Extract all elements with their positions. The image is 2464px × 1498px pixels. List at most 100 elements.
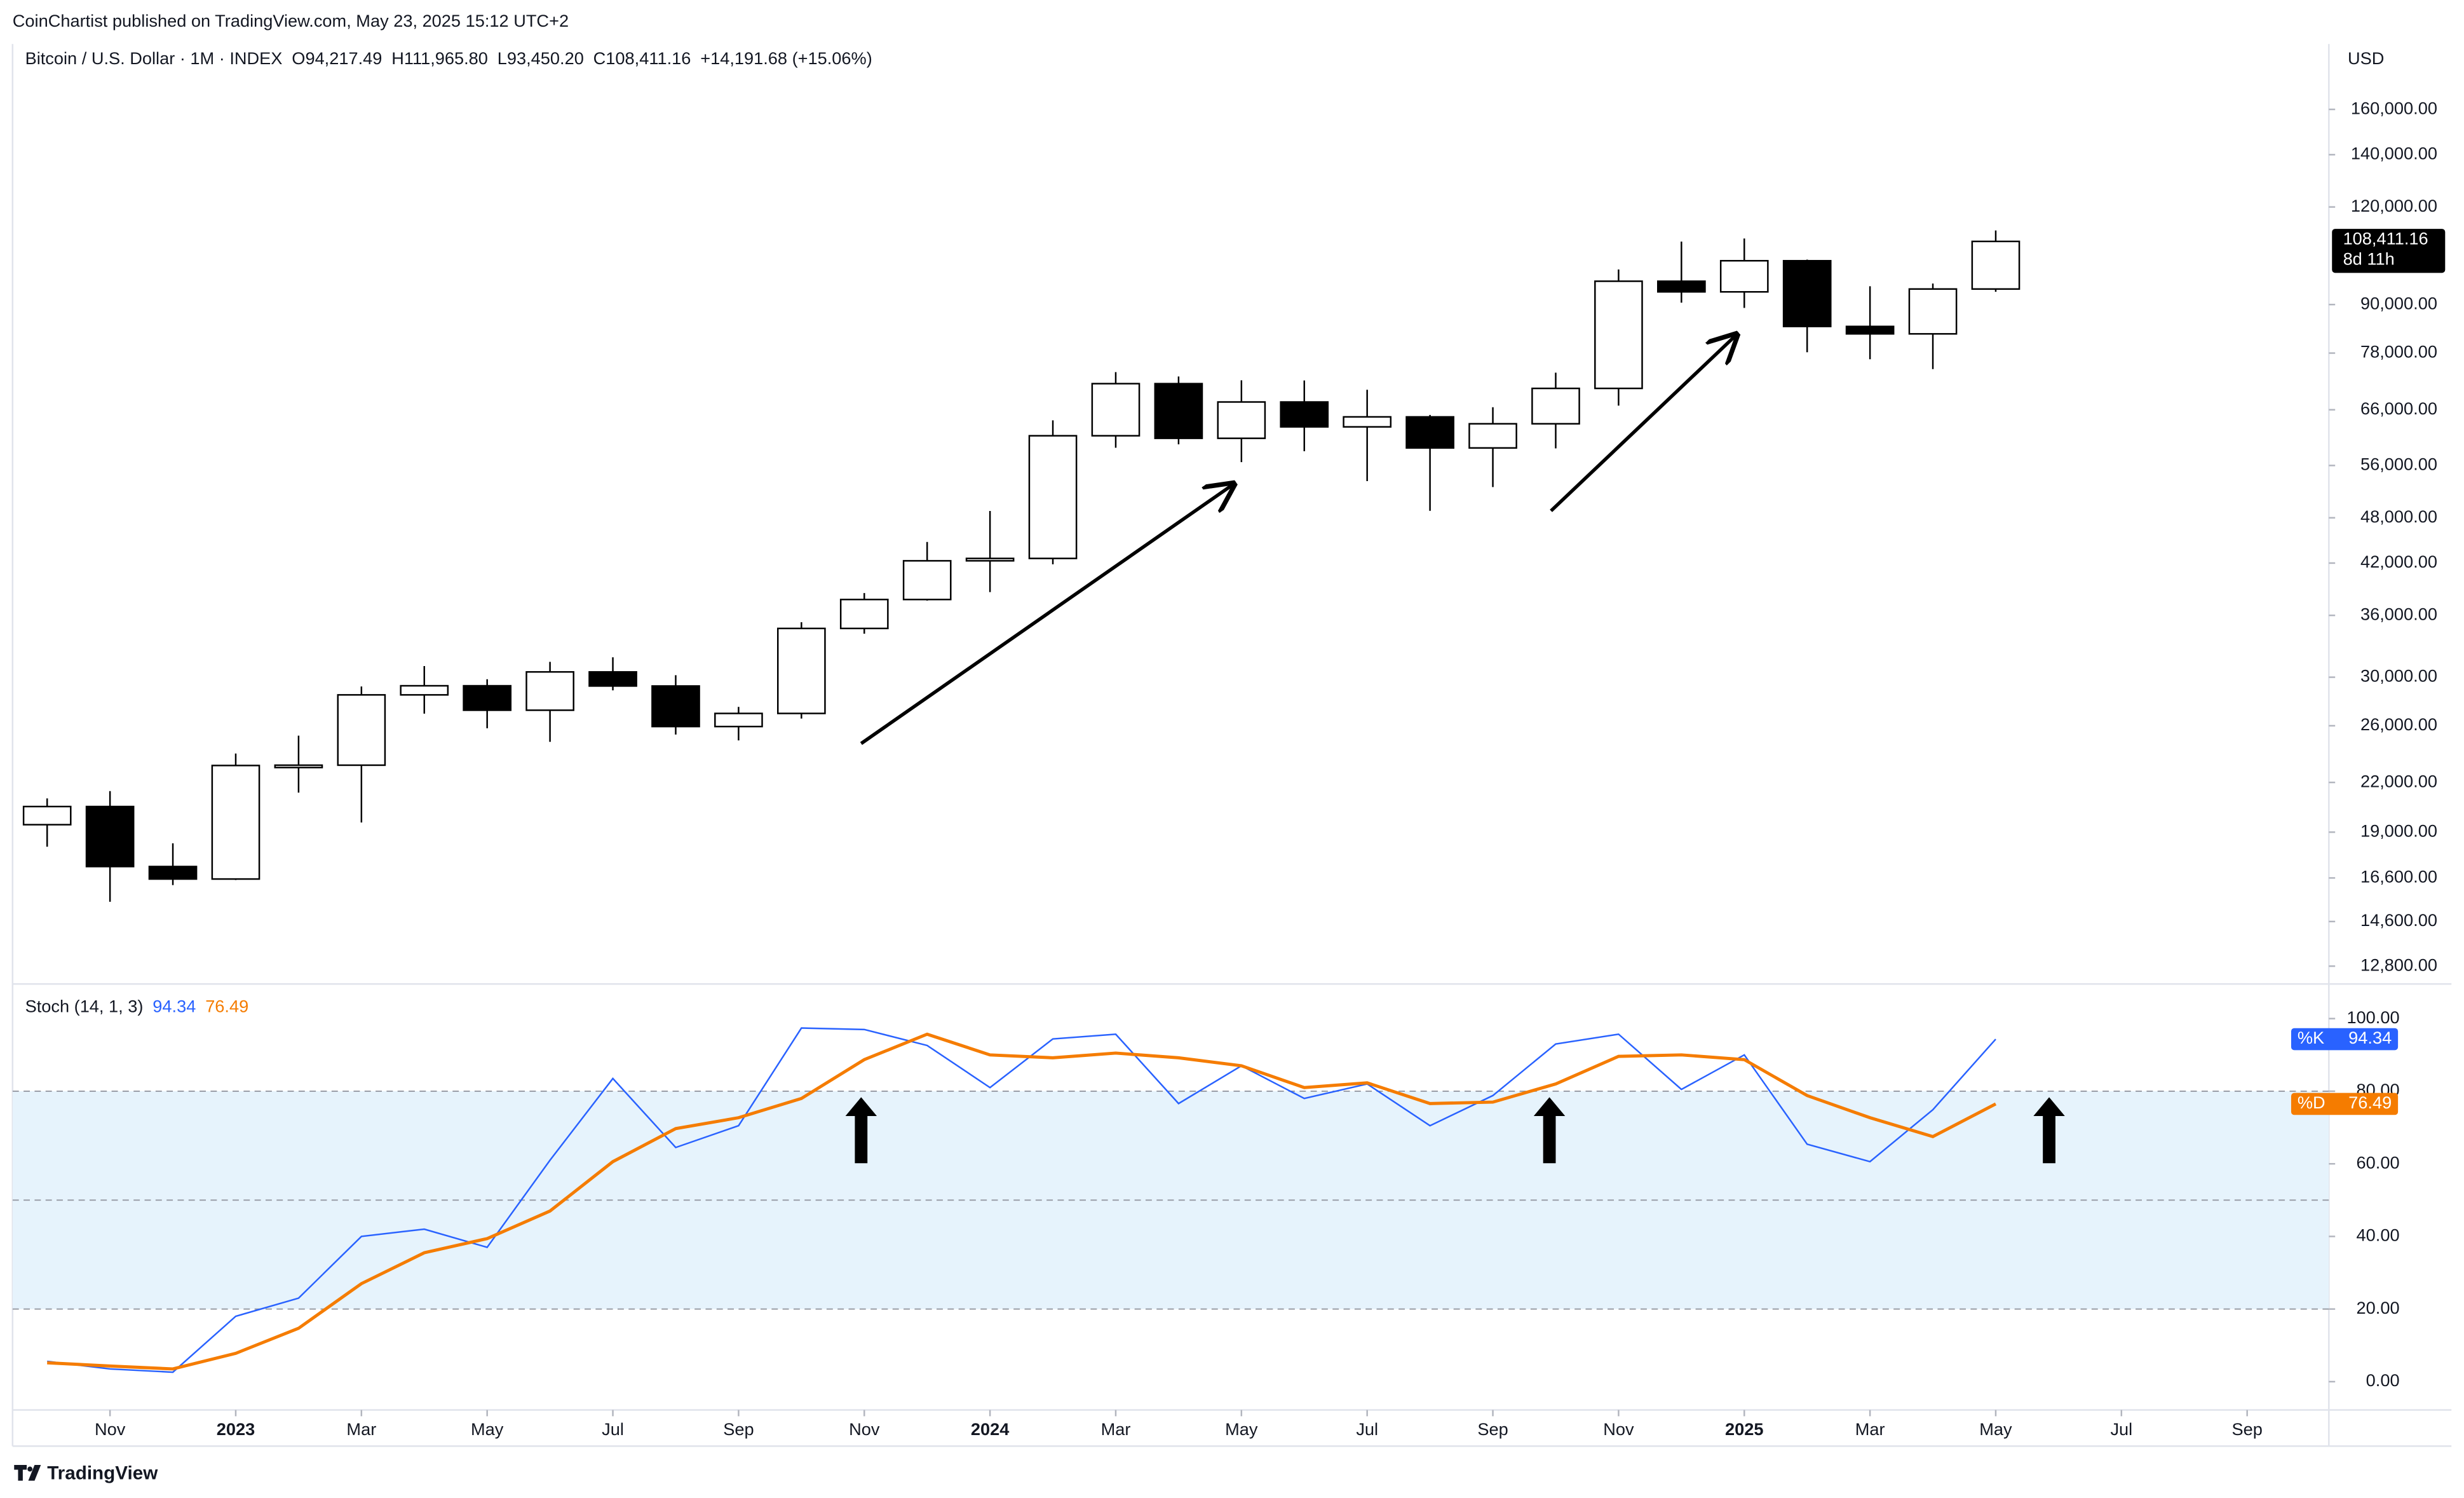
x-tick-label: 2024	[971, 1419, 1009, 1439]
ohlc-value: C108,411.16	[593, 48, 691, 68]
stoch-pane	[12, 1027, 2329, 1373]
price-tag	[2332, 229, 2446, 273]
candle-body	[1468, 423, 1517, 449]
candle-body	[1971, 240, 2021, 290]
trend-arrow	[860, 484, 1233, 746]
trend-arrow	[1550, 335, 1736, 512]
symbol: Bitcoin / U.S. Dollar · 1M · INDEX	[25, 48, 283, 68]
candle-body	[1217, 401, 1266, 439]
candle-body	[22, 805, 72, 826]
y-tick-label: 22,000.00	[2360, 771, 2437, 791]
candle-body	[1594, 280, 1643, 390]
y-tick-label: 66,000.00	[2360, 398, 2437, 418]
x-tick-label: May	[1225, 1419, 1258, 1439]
candle-body	[1091, 383, 1141, 437]
candle-body	[1343, 416, 1392, 428]
countdown: 8d 11h	[2343, 249, 2395, 269]
price-pane	[22, 230, 2021, 902]
series-tag-value: 94.34	[2348, 1028, 2392, 1047]
candle-body	[588, 671, 637, 687]
up-arrow	[845, 1097, 877, 1164]
candle-body	[337, 694, 386, 766]
y-tick-label: 60.00	[2357, 1152, 2400, 1172]
x-tick-label: Sep	[2232, 1419, 2263, 1439]
brand: TradingView	[47, 1463, 158, 1484]
x-tick-label: Nov	[95, 1419, 126, 1439]
x-tick-label: May	[1979, 1419, 2012, 1439]
candle-body	[839, 599, 889, 630]
stoch-line	[47, 1027, 1996, 1373]
annotations	[845, 335, 2065, 1164]
indicator-title: Stoch (14, 1, 3)	[25, 997, 144, 1016]
candle-body	[525, 671, 574, 711]
brand-logo	[14, 1465, 41, 1481]
publisher: CoinChartist published on TradingView.co…	[13, 11, 569, 31]
y-tick-label: 26,000.00	[2360, 714, 2437, 734]
y-tick-label: 19,000.00	[2360, 821, 2437, 841]
y-tick-label: 0.00	[2366, 1370, 2400, 1390]
series-tag-name: %D	[2298, 1093, 2325, 1112]
ohlc-value: O94,217.49	[292, 48, 382, 68]
candle-body	[400, 684, 449, 696]
candle-body	[1908, 288, 1958, 335]
ohlc-value: +14,191.68 (+15.06%)	[700, 48, 872, 68]
x-tick-label: Jul	[1356, 1419, 1378, 1439]
candle-body	[1845, 325, 1895, 335]
x-tick-label: Sep	[723, 1419, 754, 1439]
candle-body	[211, 765, 261, 880]
x-tick-label: Mar	[346, 1419, 376, 1439]
candle-body	[463, 684, 512, 711]
y-tick-label: 140,000.00	[2351, 144, 2437, 163]
up-arrow	[1533, 1097, 1566, 1164]
y-tick-label: 48,000.00	[2360, 507, 2437, 526]
y-tick-label: 36,000.00	[2360, 604, 2437, 623]
x-tick-label: Mar	[1855, 1419, 1885, 1439]
ohlc-value: L93,450.20	[498, 48, 584, 68]
stoch-line	[47, 1032, 1997, 1371]
price-tag-label: 108,411.16	[2343, 229, 2428, 249]
y-tick-label: 56,000.00	[2360, 454, 2437, 474]
y-tick-label: 20.00	[2357, 1298, 2400, 1318]
candle-body	[1657, 280, 1706, 293]
x-tick-label: Mar	[1101, 1419, 1131, 1439]
x-tick-label: May	[471, 1419, 504, 1439]
y-tick-label: 90,000.00	[2360, 293, 2437, 313]
candle-body	[274, 764, 323, 768]
candle-body	[1531, 387, 1580, 425]
axes: 12,800.00 14,600.00 16,600.00 19,000.00 22,0…	[95, 98, 2446, 1439]
y-tick-label: 42,000.00	[2360, 552, 2437, 571]
y-tick-label: 78,000.00	[2360, 342, 2437, 362]
candle-body	[1154, 383, 1203, 439]
series-tag	[2291, 1093, 2399, 1115]
y-tick-label: 14,600.00	[2360, 910, 2437, 930]
x-tick-label: Jul	[602, 1419, 624, 1439]
candle-body	[714, 712, 763, 728]
y-tick-label: 40.00	[2357, 1225, 2400, 1245]
x-tick-label: 2025	[1725, 1419, 1763, 1439]
candle-body	[1280, 401, 1329, 428]
x-tick-label: Jul	[2110, 1419, 2132, 1439]
y-tick-label: 120,000.00	[2351, 196, 2437, 215]
y-tick-label: 12,800.00	[2360, 955, 2437, 974]
candle-body	[651, 685, 700, 728]
candle-body	[1782, 260, 1832, 327]
series-tag-name: %K	[2298, 1028, 2324, 1047]
ohlc-value: H111,965.80	[391, 48, 488, 68]
candle-body	[148, 866, 198, 880]
candle-body	[777, 627, 826, 714]
series-tag	[2291, 1028, 2399, 1051]
indicator-value: 76.49	[205, 997, 248, 1016]
x-tick-label: Sep	[1477, 1419, 1508, 1439]
currency: USD	[2348, 48, 2384, 68]
x-tick-label: Nov	[849, 1419, 880, 1439]
y-tick-label: 160,000.00	[2351, 98, 2437, 118]
series-tag-value: 76.49	[2348, 1093, 2392, 1112]
candle-body	[1719, 260, 1769, 293]
candle-body	[965, 557, 1015, 562]
candle-body	[85, 805, 135, 868]
candle-body	[1028, 435, 1078, 559]
x-tick-label: Nov	[1603, 1419, 1634, 1439]
indicator-value: 94.34	[152, 997, 196, 1016]
up-arrow	[2033, 1097, 2065, 1164]
